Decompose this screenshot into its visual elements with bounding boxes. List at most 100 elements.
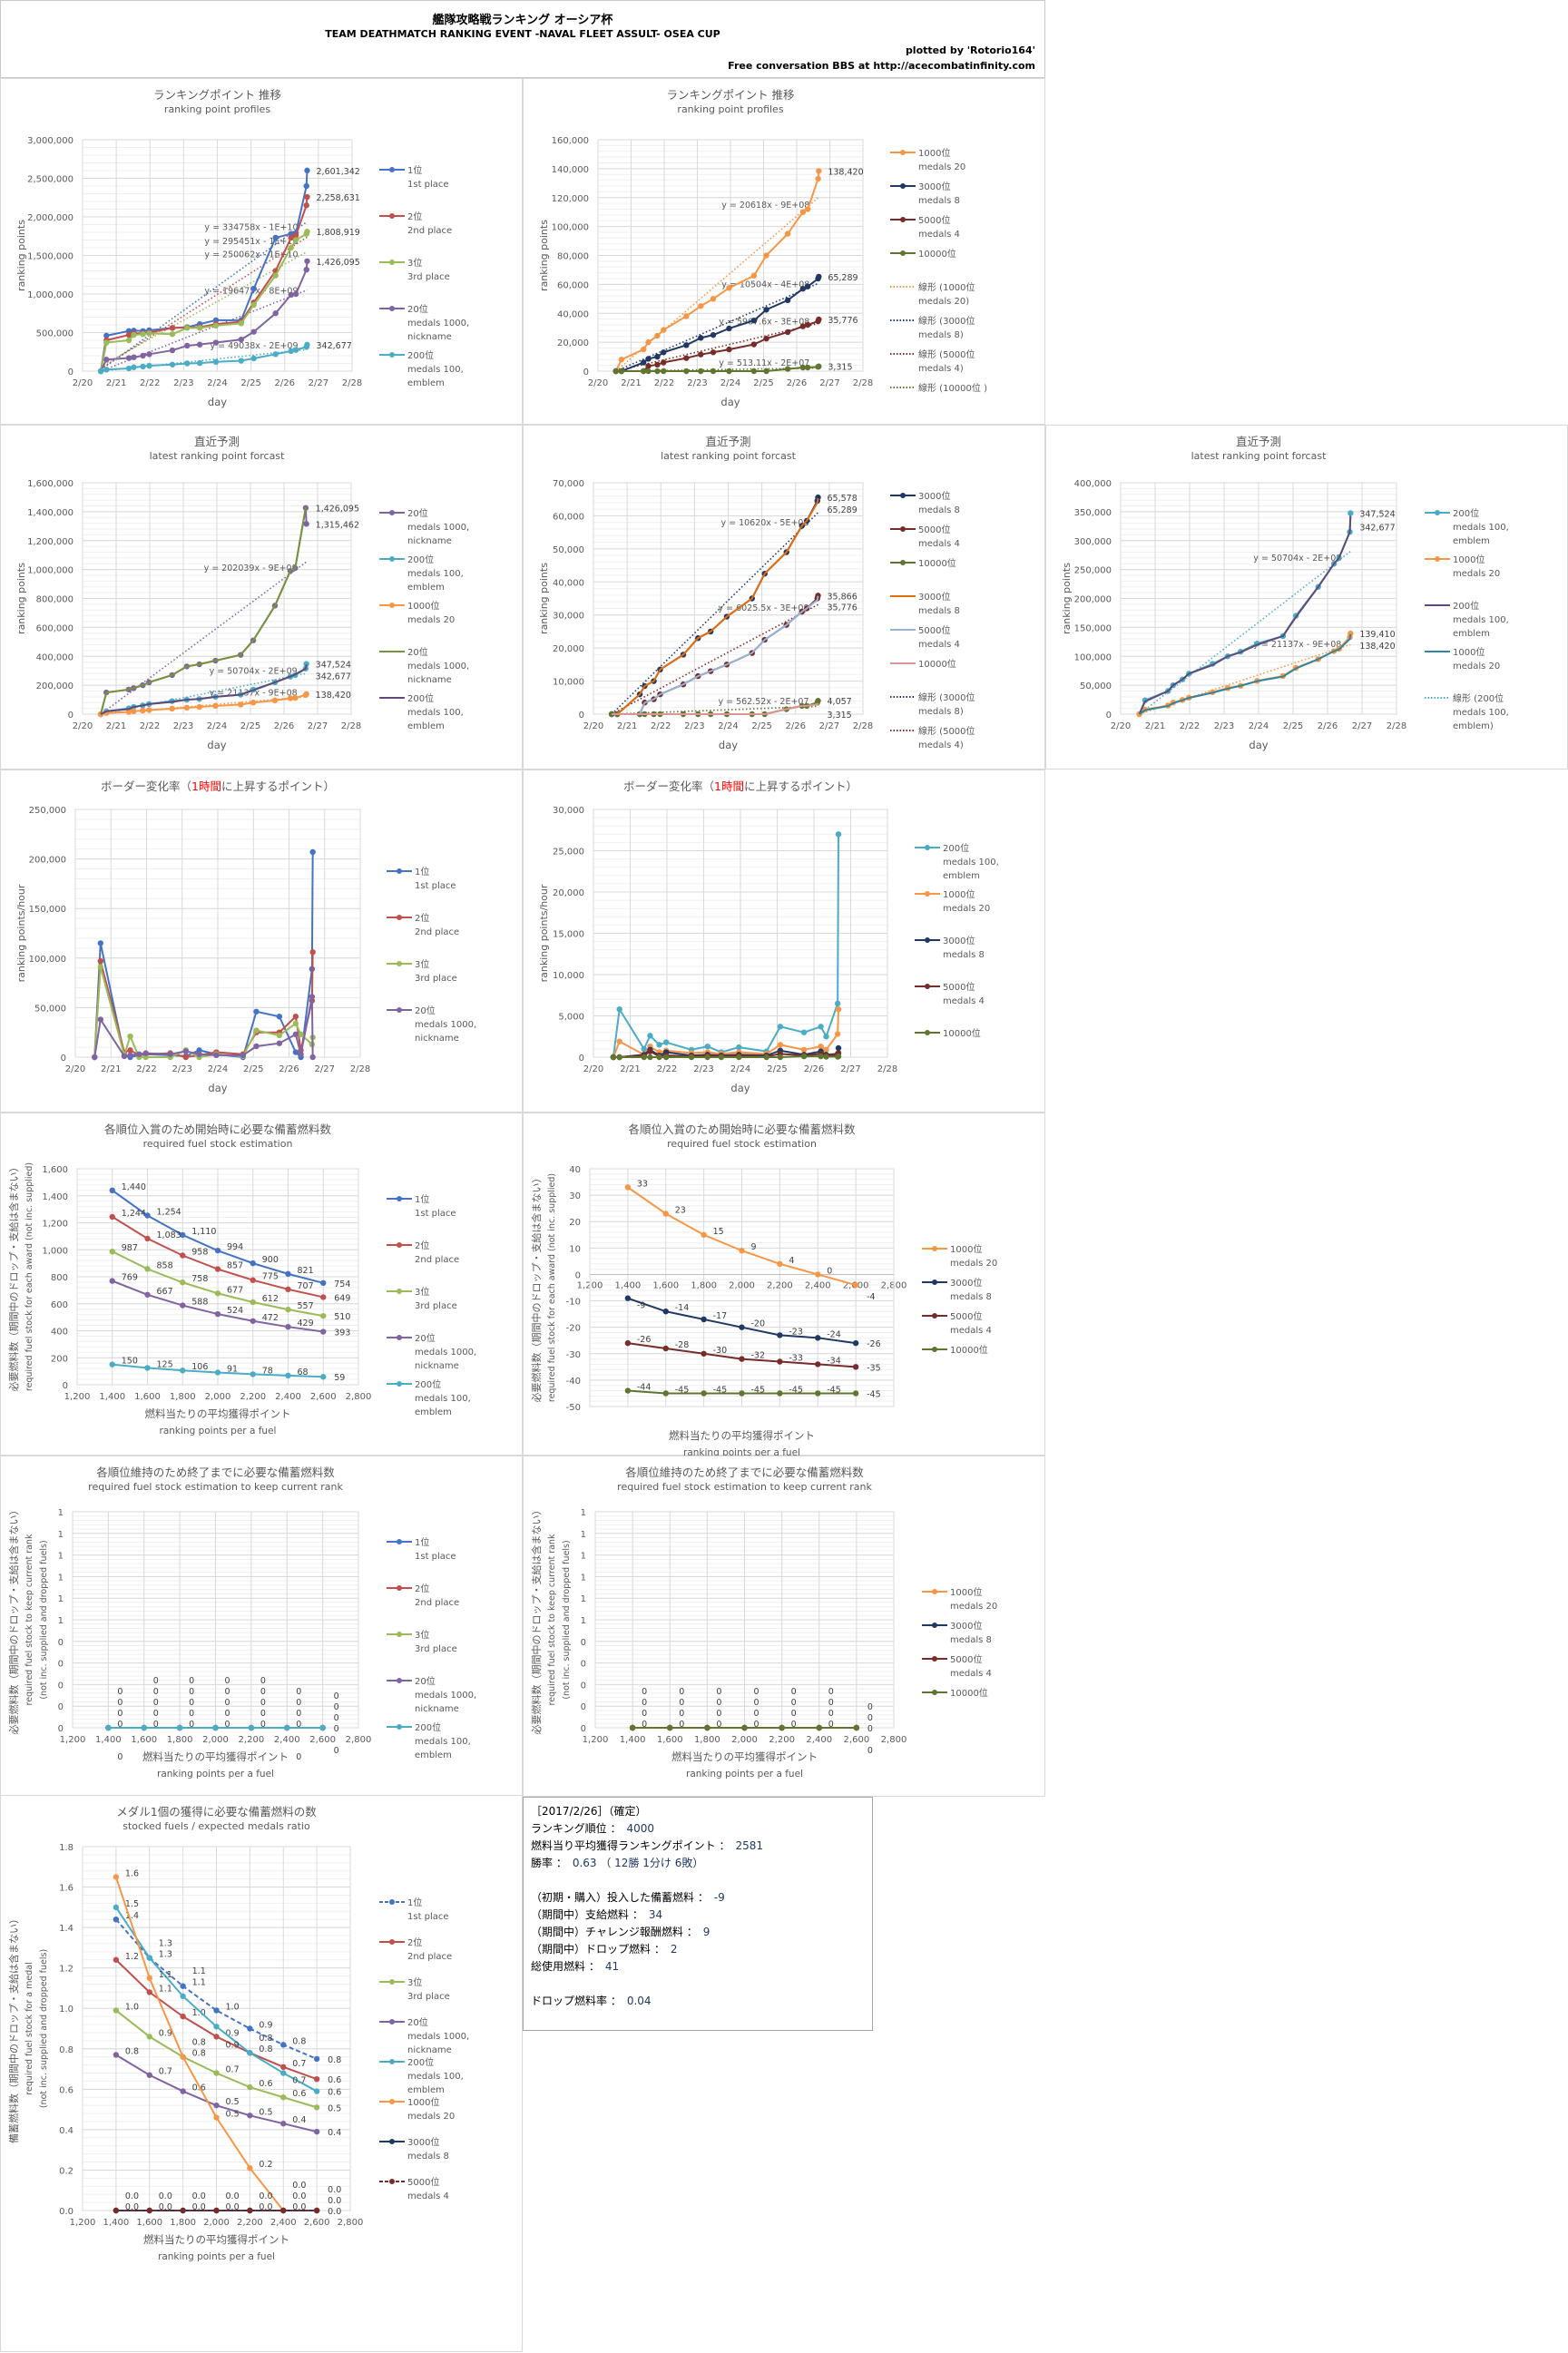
- data-label: 0: [117, 1720, 122, 1730]
- legend-item: 線形 (10000位 ): [890, 382, 987, 394]
- data-point: [250, 700, 257, 706]
- legend-label: 5000位: [407, 2176, 439, 2188]
- chart-title: メダル1個の獲得に必要な備蓄燃料の数: [116, 1805, 317, 1819]
- trendline-equation: y = 50704x - 2E+09: [1253, 554, 1341, 564]
- data-label: -26: [867, 1339, 881, 1349]
- x-tick-label: 2,200: [767, 1280, 793, 1290]
- legend-label: medals 4: [918, 230, 960, 240]
- data-point: [1348, 630, 1354, 637]
- data-label: 0.0: [292, 2191, 306, 2201]
- data-point: [288, 234, 294, 241]
- data-point: [739, 1324, 745, 1330]
- series-2: -26 -28 -30 -32 -33 -34 -35: [624, 1335, 881, 1373]
- data-point: [804, 283, 811, 289]
- data-point: [287, 695, 294, 701]
- end-value-label: 3,315: [828, 711, 852, 721]
- legend-marker: [925, 845, 930, 850]
- x-tick-label: 2/26: [787, 378, 807, 388]
- x-axis-title: day: [730, 1082, 750, 1094]
- data-point: [741, 1724, 748, 1731]
- data-label: 0.8: [125, 2046, 139, 2056]
- legend-item: 20位 medals 1000, nickname: [379, 2016, 469, 2055]
- y-tick-label: 15,000: [553, 930, 584, 940]
- data-point: [280, 2070, 287, 2076]
- data-point: [645, 363, 652, 369]
- y-tick-label: 40: [569, 1165, 581, 1175]
- x-axis-title: ranking points per a fuel: [158, 2251, 275, 2262]
- legend-label: 1000位: [1453, 554, 1485, 565]
- legend-label: 3rd place: [407, 1992, 450, 2002]
- y-tick-label: -10: [566, 1298, 581, 1308]
- data-label: 0: [867, 1702, 873, 1712]
- data-point: [127, 1047, 133, 1054]
- series-3: -44 -45 -45 -45 -45 -45 -45: [624, 1383, 881, 1399]
- data-point: [253, 1043, 260, 1050]
- data-label: 0: [225, 1698, 230, 1708]
- data-point: [804, 364, 811, 371]
- y-tick-label: 1.0: [59, 2005, 74, 2015]
- legend-item: 200位 medals 100, emblem: [379, 692, 464, 731]
- plot-area: [82, 482, 352, 715]
- data-point: [309, 949, 316, 956]
- data-point: [736, 1054, 742, 1061]
- end-value-label: 1,808,919: [317, 228, 360, 238]
- trendline-equation: y = 49038x - 2E+09: [210, 341, 298, 351]
- x-tick-label: 2/27: [315, 1064, 335, 1074]
- data-point: [250, 328, 257, 335]
- x-tick-label: 2/28: [341, 721, 361, 731]
- chart-title: 各順位維持のため終了までに必要な備蓄燃料数: [96, 1466, 335, 1479]
- y-axis-title: required fuel stock to keep current rank: [547, 1534, 557, 1705]
- legend-label: medals 1000,: [415, 1348, 476, 1358]
- data-label: 0: [679, 1698, 684, 1708]
- series-2: 138,420: [97, 691, 351, 718]
- legend-label: nickname: [415, 1704, 459, 1714]
- trendline-equation: y = 10504x - 4E+08: [721, 280, 809, 290]
- data-label: 1.5: [125, 1899, 139, 1909]
- keep-rank-lower-chart: 各順位維持のため終了までに必要な備蓄燃料数 required fuel stock…: [523, 1456, 1045, 1797]
- data-point: [212, 322, 220, 329]
- data-label: 0: [828, 1709, 834, 1719]
- data-point: [276, 1014, 283, 1020]
- legend-label: medals 8): [918, 330, 964, 340]
- data-point: [303, 691, 309, 698]
- data-point: [247, 2113, 253, 2119]
- summary-value: 0.63 （ 12勝 1分け 6敗）: [572, 1857, 704, 1869]
- legend-marker: [389, 213, 395, 219]
- data-point: [726, 325, 732, 332]
- data-label: 994: [227, 1242, 243, 1252]
- data-label: 0: [642, 1709, 647, 1719]
- data-label: 758: [191, 1274, 208, 1284]
- x-tick-label: 1,200: [64, 1392, 91, 1402]
- medal-ratio-chart: メダル1個の獲得に必要な備蓄燃料の数 stocked fuels / expect…: [0, 1795, 523, 2352]
- data-point: [288, 244, 294, 251]
- legend-marker: [397, 1632, 402, 1637]
- data-point: [834, 1031, 841, 1037]
- y-tick-label: 1: [58, 1552, 64, 1562]
- y-tick-label: 150,000: [1074, 623, 1112, 633]
- data-point: [656, 1054, 662, 1061]
- y-axis-title: required fuel stock for a medal: [24, 1962, 34, 2094]
- legend-item: 3位 3rd place: [379, 1976, 450, 2002]
- legend-label: 1st place: [415, 881, 456, 891]
- legend-item: 200位 medals 100, emblem: [1425, 507, 1509, 546]
- x-tick-label: 2/23: [172, 1064, 192, 1074]
- data-point: [852, 1364, 859, 1370]
- data-label: 649: [334, 1293, 350, 1303]
- legend-label: 200位: [407, 554, 434, 565]
- data-point: [640, 359, 647, 366]
- legend-label: 線形 (1000位: [918, 281, 975, 293]
- x-tick-label: 2/26: [274, 721, 294, 731]
- y-tick-label: 0.2: [59, 2166, 74, 2176]
- chart-title: 各順位入賞のため開始時に必要な備蓄燃料数: [104, 1123, 332, 1136]
- data-point: [176, 1724, 183, 1731]
- data-label: 0: [334, 1713, 339, 1723]
- data-label: 775: [262, 1272, 279, 1282]
- data-point: [180, 2207, 186, 2214]
- summary-row: （期間中）支給燃料 ： 34: [531, 1907, 865, 1924]
- summary-value: 2: [670, 1943, 678, 1956]
- series-line: [93, 851, 314, 1060]
- x-tick-label: 2,000: [729, 1280, 755, 1290]
- data-point: [292, 694, 299, 701]
- data-label: 0: [754, 1698, 760, 1708]
- legend-label: 5000位: [950, 1310, 982, 1322]
